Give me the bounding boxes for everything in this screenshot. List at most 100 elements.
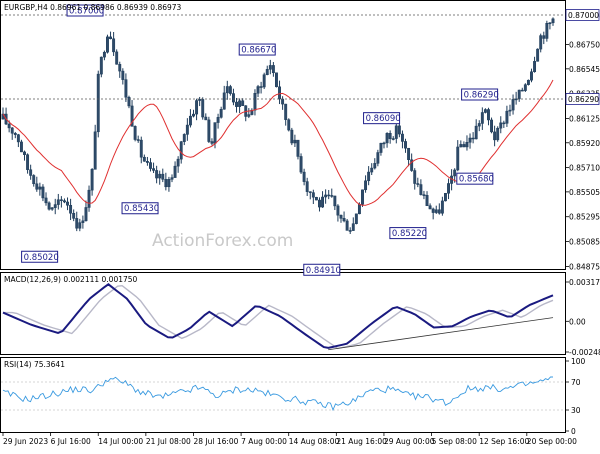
candle [47, 201, 51, 211]
candle [345, 218, 349, 231]
svg-text:0.00: 0.00 [569, 317, 586, 326]
candle [96, 70, 100, 138]
candle [176, 156, 180, 173]
candle [284, 103, 288, 126]
candle [477, 120, 481, 132]
candle [106, 34, 109, 54]
rsi-line [2, 376, 554, 412]
main-panel-frame [0, 0, 566, 270]
candle [222, 85, 226, 110]
price-layer: 0.87000 0.86670 0.86290 0.86090 0.85430 0.856… [1, 4, 565, 276]
candle [256, 84, 260, 98]
candle [425, 191, 429, 207]
candle [53, 198, 57, 215]
candle [124, 73, 128, 102]
svg-text:21 Aug 16:00: 21 Aug 16:00 [336, 437, 387, 446]
candle [4, 107, 8, 126]
candle [244, 105, 248, 122]
candle [545, 20, 549, 42]
candle [394, 122, 398, 144]
price-tick-label: 0.85505 [565, 188, 600, 197]
candle [149, 158, 152, 172]
candle [87, 185, 91, 212]
candle [16, 133, 20, 148]
candle [548, 22, 552, 30]
svg-text:29 Aug 00:00: 29 Aug 00:00 [384, 437, 435, 446]
candle [109, 31, 112, 40]
candle [290, 127, 294, 146]
candle [78, 218, 82, 232]
candle [225, 80, 229, 100]
candle [508, 104, 512, 117]
candle [35, 176, 39, 192]
svg-text:0.85220: 0.85220 [392, 229, 427, 239]
candle [32, 174, 36, 187]
candle [195, 98, 199, 121]
price-tick-label: 0.85295 [565, 213, 600, 222]
candle [293, 134, 297, 147]
candle [198, 96, 202, 107]
macd-tick-label: 0.003177 [565, 278, 600, 287]
candle [376, 149, 380, 167]
svg-text:0.87000: 0.87000 [568, 11, 599, 20]
candle [505, 105, 509, 127]
candle [321, 191, 325, 208]
candle [207, 116, 211, 143]
candle [145, 156, 149, 166]
svg-text:0.87000: 0.87000 [69, 7, 104, 17]
svg-text:0.84875: 0.84875 [569, 262, 600, 271]
candle [523, 83, 527, 92]
svg-text:0.003177: 0.003177 [569, 278, 600, 287]
x-axis-label: 6 Jul 16:00 [50, 432, 91, 446]
svg-text:0.86545: 0.86545 [569, 65, 600, 74]
candle [112, 32, 116, 56]
candle [139, 136, 143, 164]
candle [161, 168, 165, 183]
candle [539, 33, 543, 53]
candle [379, 142, 383, 156]
candle [354, 213, 358, 225]
svg-text:14 Aug 08:00: 14 Aug 08:00 [289, 437, 340, 446]
candle [170, 174, 174, 183]
candle [416, 177, 420, 188]
candle [419, 179, 423, 196]
svg-text:0.85680: 0.85680 [459, 175, 494, 185]
candle [133, 125, 137, 142]
candle [271, 62, 275, 77]
x-axis-label: 21 Aug 16:00 [335, 432, 387, 446]
rsi-layer [1, 376, 565, 412]
candle [210, 138, 214, 146]
x-axis-label: 29 Jun 2023 [2, 432, 48, 446]
level-price-tag: 0.87000 [565, 9, 600, 21]
candle [447, 178, 450, 200]
price-annotation: 0.86670 [238, 43, 276, 56]
candle [318, 197, 321, 212]
main-chart-header: EURGBP,H4 0.86961 0.86986 0.86939 0.8697… [4, 3, 182, 12]
candle [102, 50, 106, 61]
candle [487, 107, 490, 126]
candle [72, 209, 76, 222]
x-axis-label: 20 Sep 00:00 [526, 432, 577, 446]
macd-tick-label: 0.00 [565, 317, 586, 326]
price-tick-label: 0.85920 [565, 139, 600, 148]
candle [514, 91, 518, 105]
candle [93, 124, 97, 170]
candle [192, 109, 195, 118]
candle [164, 172, 168, 191]
x-axis-label: 14 Aug 08:00 [288, 432, 340, 446]
x-axis-label: 12 Sep 16:00 [478, 432, 529, 446]
x-axis-label: 28 Jul 16:00 [193, 432, 239, 446]
candle [407, 147, 411, 167]
candle [483, 108, 487, 114]
candle [530, 68, 533, 83]
candle [23, 150, 26, 161]
macd-layer [2, 283, 554, 351]
candle [250, 108, 254, 116]
candle [496, 126, 500, 142]
candle [216, 113, 220, 129]
candle [413, 168, 417, 190]
candle [152, 162, 156, 174]
candle [173, 161, 177, 178]
candle [29, 164, 33, 180]
candle [265, 65, 269, 76]
